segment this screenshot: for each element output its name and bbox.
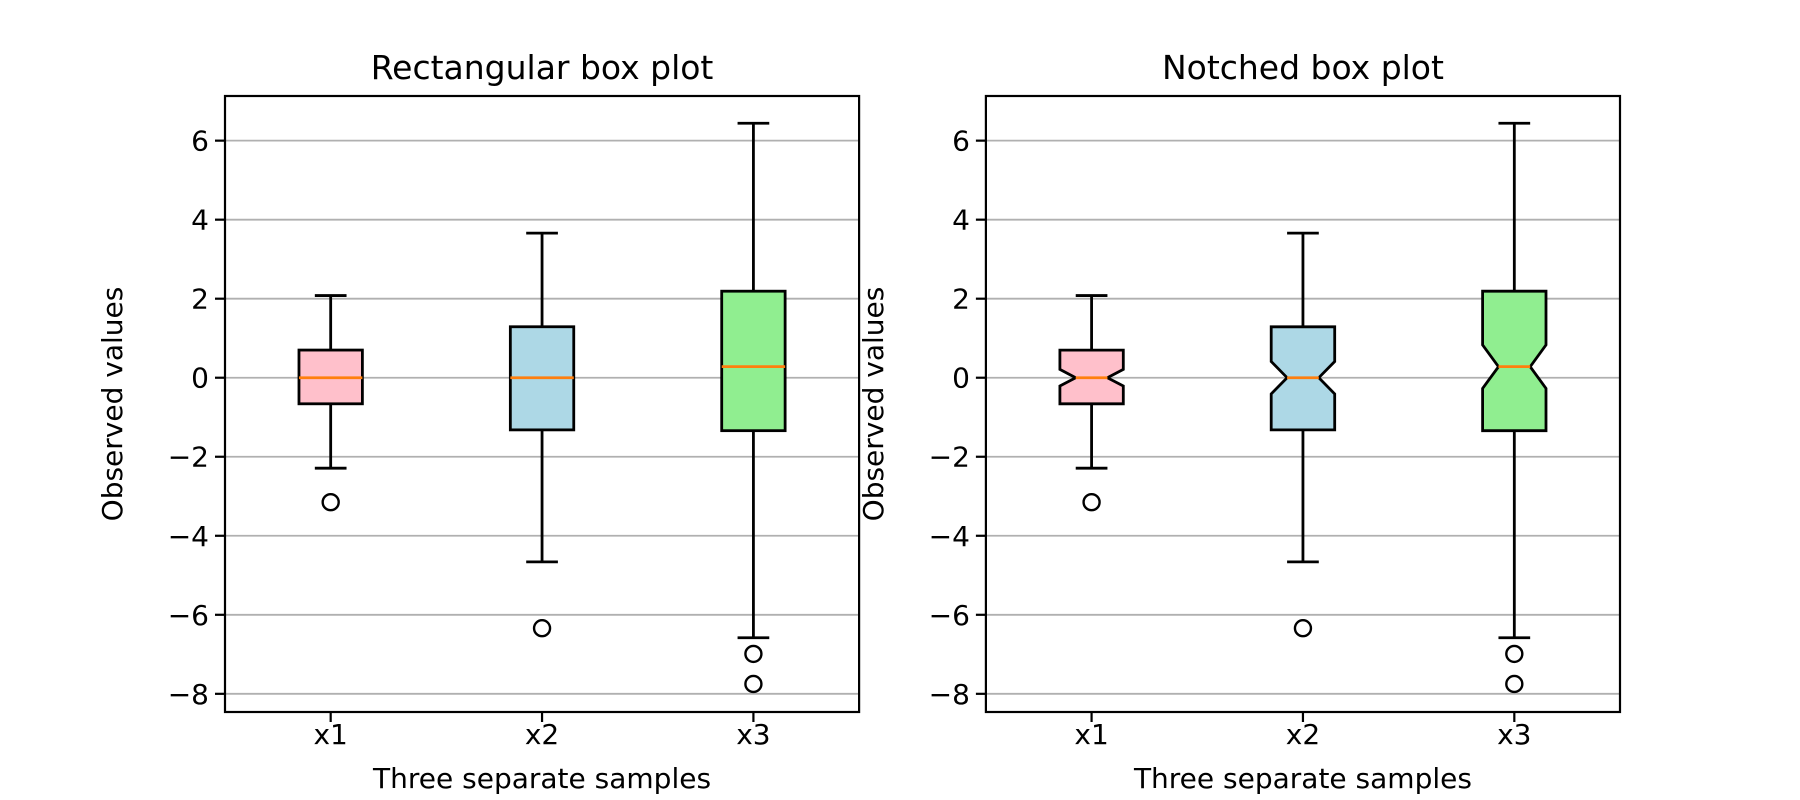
x-tick-label-x2: x2 [1286, 718, 1320, 751]
y-tick-label-2: 2 [191, 283, 209, 316]
y-tick-label--6: −6 [929, 599, 970, 632]
outlier-x3-1 [744, 674, 763, 694]
y-tick-label--8: −8 [168, 678, 209, 711]
y-tick-label-4: 4 [952, 204, 970, 237]
y-tick-label--8: −8 [929, 678, 970, 711]
x-tick-label-x3: x3 [736, 718, 770, 751]
y-tick-label-0: 0 [952, 362, 970, 395]
y-tick-label--2: −2 [168, 441, 209, 474]
outlier-x3-0 [1505, 644, 1524, 664]
notched-x-axis-label: Three separate samples [1133, 762, 1472, 795]
outlier-x1-0 [1082, 492, 1101, 512]
y-tick-label-6: 6 [191, 125, 209, 158]
x-tick-label-x1: x1 [313, 718, 347, 751]
y-tick-label-2: 2 [952, 283, 970, 316]
notched-chart-title: Notched box plot [1162, 48, 1444, 87]
rectangular-x-axis-label: Three separate samples [372, 762, 711, 795]
rectangular-boxplot-plot-area: 6 4 2 0 −2 −4 −6 −8 x1 x2 x3 [168, 94, 861, 751]
outlier-x3-0 [744, 644, 763, 664]
x-tick-label-x1: x1 [1074, 718, 1108, 751]
outlier-x1-0 [321, 492, 340, 512]
y-tick-label-0: 0 [191, 362, 209, 395]
y-tick-label--2: −2 [929, 441, 970, 474]
rectangular-chart-title: Rectangular box plot [371, 48, 714, 87]
x-tick-label-x2: x2 [525, 718, 559, 751]
y-tick-label-6: 6 [952, 125, 970, 158]
y-tick-label--6: −6 [168, 599, 209, 632]
notched-boxplot-plot-area: 6 4 2 0 −2 −4 −6 −8 x1 x2 x3 [929, 94, 1622, 751]
y-tick-label--4: −4 [168, 520, 209, 553]
outlier-x3-1 [1505, 674, 1524, 694]
y-tick-label-4: 4 [191, 204, 209, 237]
y-tick-label--4: −4 [929, 520, 970, 553]
notched-y-axis-label: Observed values [857, 287, 890, 522]
outlier-x2-0 [1293, 619, 1313, 638]
notched-boxplot-axes: 6 4 2 0 −2 −4 −6 −8 x1 x2 x3 Notched box plot Thre… [857, 48, 1622, 795]
rectangular-y-axis-label: Observed values [96, 287, 129, 522]
notched-box-x3 [1481, 289, 1548, 433]
outlier-x2-0 [532, 619, 552, 638]
x-tick-label-x3: x3 [1497, 718, 1531, 751]
box-x3 [720, 289, 787, 433]
